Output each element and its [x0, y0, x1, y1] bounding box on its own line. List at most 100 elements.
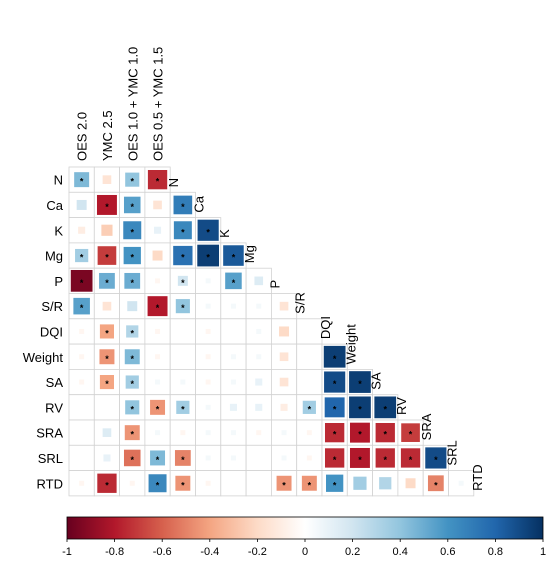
correlation-square — [231, 481, 236, 486]
correlation-square — [99, 374, 115, 390]
correlation-square — [153, 200, 162, 210]
correlation-square — [306, 455, 312, 461]
correlation-square — [173, 221, 192, 240]
correlation-square — [152, 250, 163, 261]
matrix-cell-border — [144, 191, 171, 219]
colorbar-tick-label: 0.8 — [488, 546, 503, 558]
correlation-square — [102, 428, 112, 437]
correlation-square — [375, 422, 395, 443]
significance-star: * — [434, 455, 438, 465]
correlation-square — [324, 422, 345, 443]
correlation-square — [223, 245, 244, 266]
colorbar-tick-label: 0 — [302, 546, 308, 558]
row-label: SRL — [38, 451, 63, 466]
correlation-square — [102, 175, 112, 184]
diagonal-variable-label: SRA — [419, 413, 434, 440]
significance-star: * — [358, 455, 362, 465]
correlation-square — [205, 303, 211, 309]
significance-star: * — [80, 278, 84, 288]
correlation-square — [349, 422, 370, 443]
correlation-square — [279, 377, 289, 387]
correlation-square — [301, 475, 317, 491]
row-label: DQI — [40, 324, 63, 339]
matrix-cell-border — [93, 293, 121, 320]
correlation-square — [125, 375, 139, 389]
correlation-square — [129, 480, 135, 486]
correlation-square — [79, 405, 84, 410]
correlation-square — [125, 172, 140, 187]
row-label: S/R — [41, 299, 63, 314]
diagonal-variable-label: S/R — [293, 292, 308, 314]
significance-star: * — [181, 227, 185, 237]
correlation-square — [125, 400, 140, 415]
correlation-square — [255, 378, 263, 386]
significance-star: * — [80, 303, 84, 313]
significance-star: * — [105, 202, 109, 212]
colorbar-tick-label: 0.6 — [440, 546, 455, 558]
correlation-square — [99, 272, 115, 289]
correlation-square — [79, 430, 84, 435]
correlation-square — [126, 325, 139, 338]
diagonal-variable-label: Ca — [192, 195, 207, 212]
significance-star: * — [156, 303, 160, 313]
correlation-square — [79, 480, 85, 486]
significance-star: * — [308, 480, 312, 490]
correlation-square — [256, 328, 262, 334]
significance-star: * — [156, 455, 160, 465]
correlation-square — [147, 169, 168, 190]
significance-star: * — [80, 253, 84, 263]
diagonal-variable-label: P — [267, 280, 282, 289]
diagonal-variable-label: DQI — [318, 316, 333, 339]
significance-star: * — [130, 227, 134, 237]
significance-star: * — [105, 253, 109, 263]
correlation-square — [306, 430, 312, 436]
correlation-square — [353, 476, 367, 490]
correlation-square — [124, 349, 140, 365]
correlation-square — [174, 450, 191, 466]
significance-star: * — [130, 430, 134, 440]
significance-star: * — [383, 430, 387, 440]
significance-star: * — [105, 480, 109, 490]
significance-star: * — [358, 430, 362, 440]
correlation-square — [150, 399, 166, 415]
correlation-square — [307, 329, 312, 334]
correlation-square — [229, 403, 237, 411]
correlation-square — [103, 454, 111, 462]
row-label: SRA — [36, 426, 63, 441]
diagonal-variable-label: RTD — [470, 464, 485, 490]
correlation-square — [75, 248, 89, 263]
correlation-square — [230, 354, 236, 360]
correlation-square — [150, 450, 166, 466]
diagonal-variable-label: RV — [394, 397, 409, 415]
significance-star: * — [333, 480, 337, 490]
correlation-square — [280, 403, 288, 411]
correlation-square — [256, 481, 261, 486]
correlation-square — [147, 296, 168, 317]
correlation-square — [324, 448, 345, 468]
significance-star: * — [333, 379, 337, 389]
diagonal-variable-label: K — [217, 229, 232, 238]
significance-star: * — [181, 253, 185, 263]
colorbar-tick-label: -0.2 — [248, 546, 267, 558]
correlation-square — [104, 405, 110, 410]
row-label: P — [54, 274, 63, 289]
correlation-square — [175, 475, 191, 491]
correlation-square — [99, 324, 115, 339]
correlation-square — [256, 354, 262, 360]
treatment-column-label: OES 2.0 — [75, 112, 90, 161]
correlation-square — [74, 172, 90, 188]
correlation-square — [155, 278, 161, 284]
correlation-square — [155, 328, 161, 334]
diagonal-variable-label: SA — [369, 372, 384, 390]
significance-star: * — [181, 202, 185, 212]
correlation-square — [427, 475, 444, 492]
correlation-square — [79, 455, 84, 461]
significance-star: * — [105, 278, 109, 288]
correlation-square — [155, 430, 161, 436]
colorbar-tick-label: -0.8 — [105, 546, 124, 558]
correlation-square — [205, 354, 211, 360]
correlation-square — [205, 455, 211, 461]
correlation-square — [231, 329, 236, 334]
correlation-square — [379, 477, 392, 490]
correlation-square — [176, 400, 190, 414]
